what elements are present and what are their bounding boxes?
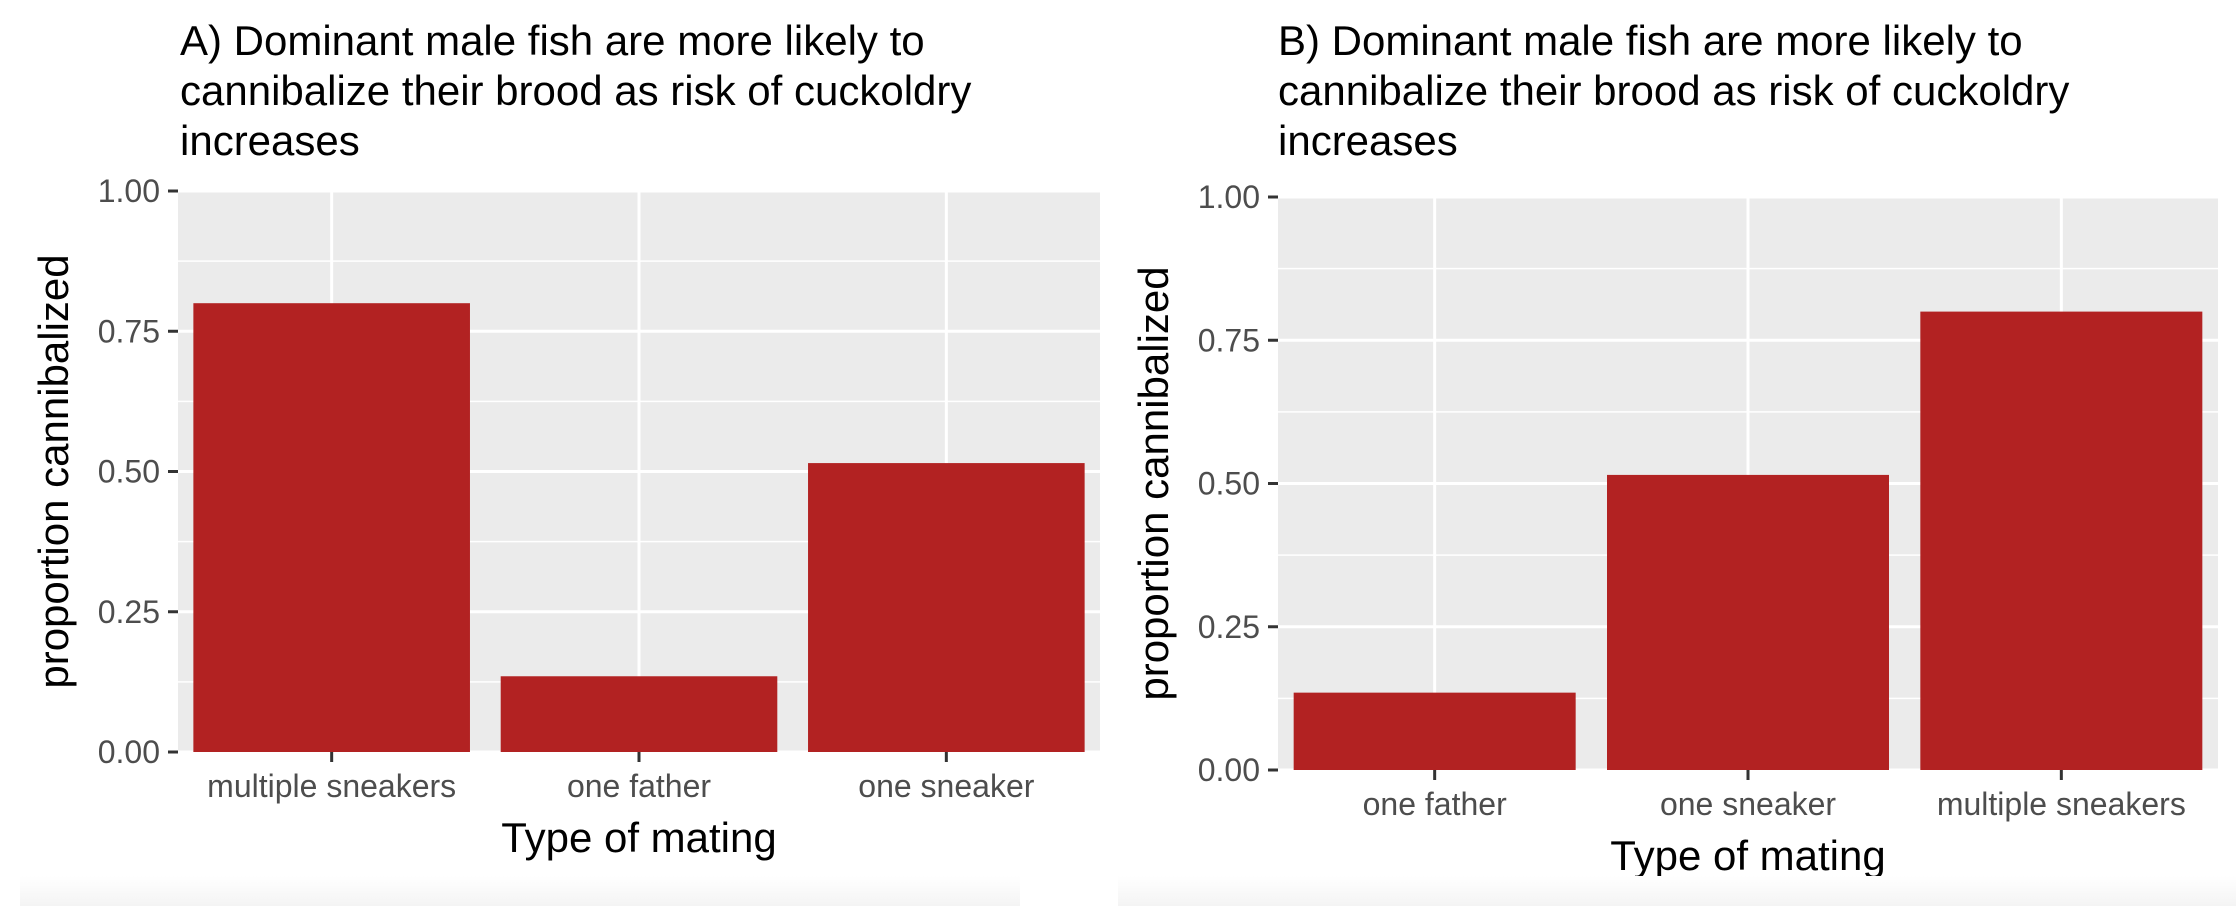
y-tick-label: 1.00 [98, 173, 160, 209]
x-tick-label: one sneaker [858, 768, 1034, 804]
bar-one-father [1293, 692, 1576, 770]
chart-a-title: A) Dominant male fish are more likely to… [180, 17, 972, 164]
y-axis-title: proportion cannibalized [1130, 266, 1177, 700]
x-tick-label: one sneaker [1660, 786, 1836, 822]
chart-panel-b: 0.00 0.25 0.50 0.75 1.00 one father one sneake… [1118, 0, 2236, 906]
chart-panel-a: 0.00 0.25 0.50 0.75 1.00 multiple sneakers one… [20, 17, 1100, 906]
x-tick-label: one father [1363, 786, 1507, 822]
y-tick-label: 0.75 [1198, 322, 1260, 358]
chart-a-bottom-fade [20, 876, 1020, 906]
x-tick-label: one father [567, 768, 711, 804]
y-tick-label: 0.75 [98, 313, 160, 349]
chart-b-svg: 0.00 0.25 0.50 0.75 1.00 one father one sneake… [1130, 179, 2218, 879]
bar-one-sneaker [808, 463, 1085, 752]
chart-b-bottom-fade [1118, 876, 2236, 906]
y-axis-title: proportion cannibalized [30, 254, 77, 688]
bar-one-father [500, 676, 778, 752]
bar-multiple-sneakers [1920, 311, 2203, 770]
y-tick-label: 0.00 [1198, 752, 1260, 788]
y-tick-label: 0.25 [98, 594, 160, 630]
bar-one-sneaker [1607, 474, 1889, 770]
x-tick-label: multiple sneakers [1937, 786, 2186, 822]
chart-a-svg: 0.00 0.25 0.50 0.75 1.00 multiple sneakers one… [30, 173, 1100, 861]
bar-multiple-sneakers [193, 303, 470, 752]
y-tick-label: 1.00 [1198, 179, 1260, 215]
x-axis-title: Type of mating [501, 814, 776, 861]
y-tick-label: 0.00 [98, 734, 160, 770]
y-tick-label: 0.50 [1198, 466, 1260, 502]
x-tick-label: multiple sneakers [207, 768, 456, 804]
chart-b-title: B) Dominant male fish are more likely to… [1278, 17, 2070, 164]
y-tick-label: 0.50 [98, 454, 160, 490]
x-axis-title: Type of mating [1610, 832, 1885, 879]
y-tick-label: 0.25 [1198, 609, 1260, 645]
